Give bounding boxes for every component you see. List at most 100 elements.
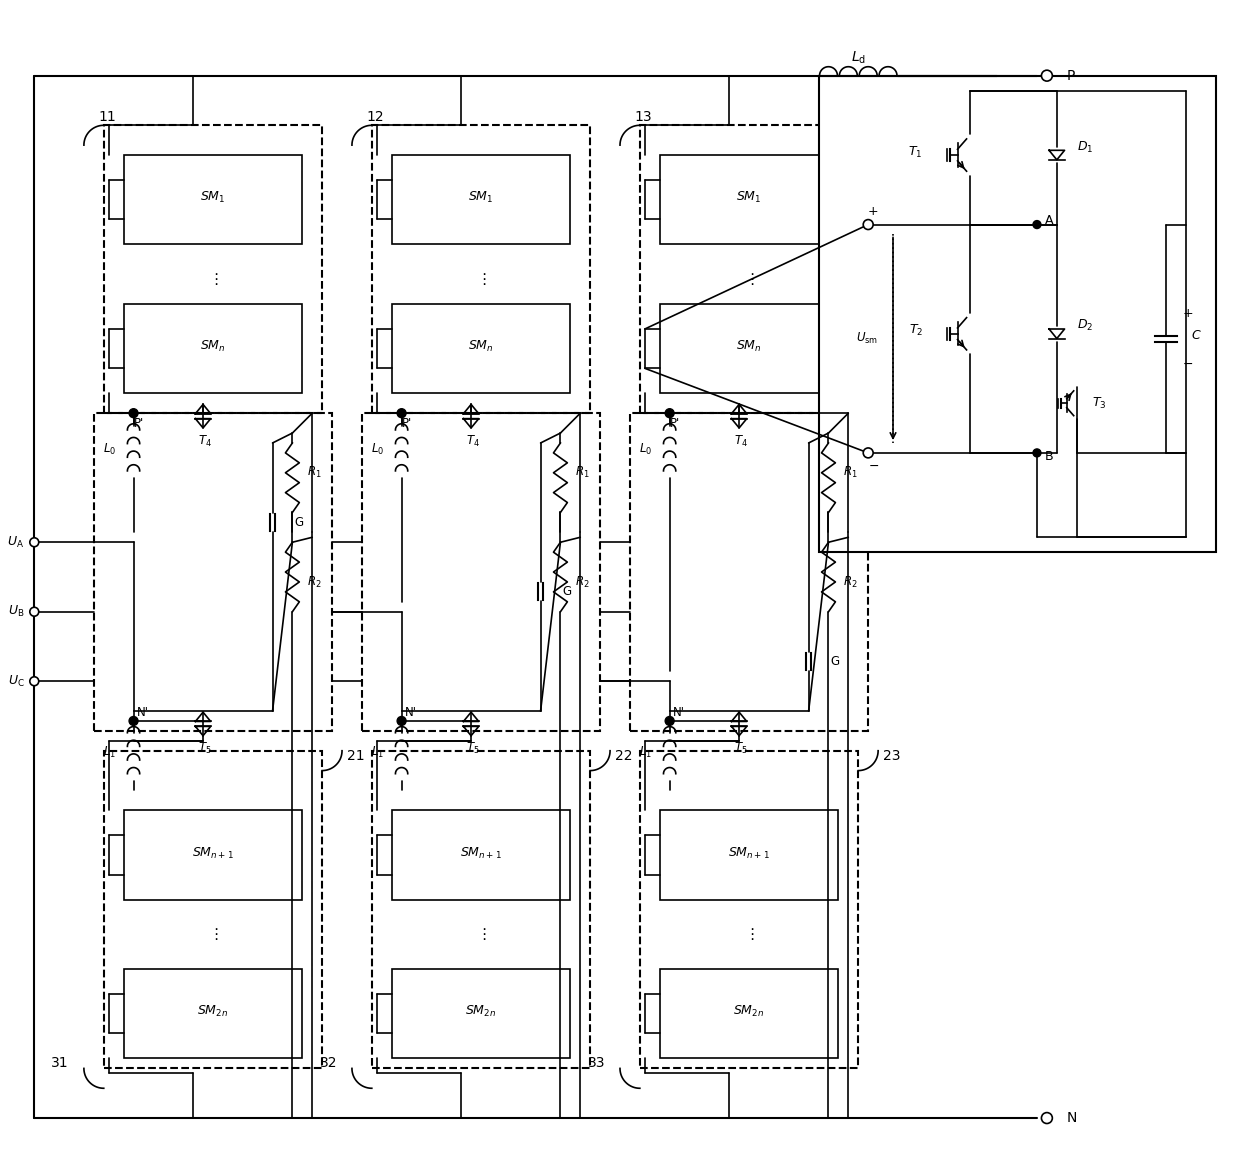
Bar [392,810,570,900]
Bar [104,751,322,1068]
Text: $T_4$: $T_4$ [466,433,480,448]
Text: P: P [1066,69,1075,83]
Text: $D_1$: $D_1$ [1076,139,1092,154]
Text: $SM_{2n}$: $SM_{2n}$ [197,1005,228,1020]
Bar [640,126,858,414]
Circle shape [30,538,38,547]
Bar [660,304,838,393]
Text: A: A [1045,214,1054,227]
Text: 12: 12 [367,111,384,124]
Circle shape [1033,220,1040,228]
Text: $R_1$: $R_1$ [308,465,322,480]
Text: $R_1$: $R_1$ [843,465,858,480]
Circle shape [129,409,138,418]
Text: $R_1$: $R_1$ [575,465,590,480]
Bar [660,969,838,1059]
Text: P': P' [134,417,144,430]
Text: $SM_n$: $SM_n$ [469,339,494,354]
Circle shape [665,409,675,418]
Circle shape [30,676,38,685]
Text: $L_0$: $L_0$ [103,442,115,457]
Bar [660,810,838,900]
Text: $T_3$: $T_3$ [1091,395,1106,411]
Text: $\vdots$: $\vdots$ [476,271,486,287]
Text: N: N [1066,1111,1078,1126]
Text: $SM_{n+1}$: $SM_{n+1}$ [192,846,234,861]
Bar [124,969,303,1059]
Text: $T_5$: $T_5$ [198,741,212,757]
Text: $SM_{2n}$: $SM_{2n}$ [465,1005,497,1020]
Text: P': P' [402,417,412,430]
Text: $SM_1$: $SM_1$ [200,190,226,205]
Text: $L_1$: $L_1$ [103,745,115,760]
Text: $SM_n$: $SM_n$ [737,339,761,354]
Text: $\vdots$: $\vdots$ [476,926,486,942]
Text: $T_4$: $T_4$ [734,433,748,448]
Bar [640,751,858,1068]
Text: $L_1$: $L_1$ [639,745,652,760]
Text: $L_0$: $L_0$ [371,442,383,457]
Text: G: G [563,585,572,598]
Text: $T_5$: $T_5$ [734,741,748,757]
Bar [124,156,303,244]
Circle shape [863,448,873,457]
Text: $L_1$: $L_1$ [371,745,383,760]
Text: $SM_{2n}$: $SM_{2n}$ [733,1005,765,1020]
Text: N': N' [672,705,684,719]
Text: $D_2$: $D_2$ [1076,318,1092,333]
Text: 22: 22 [615,749,632,763]
Text: N': N' [404,705,417,719]
Text: $R_2$: $R_2$ [308,575,322,590]
Circle shape [1042,1113,1053,1123]
Text: N': N' [136,705,149,719]
Text: 33: 33 [588,1056,605,1070]
Text: $-$: $-$ [1182,357,1193,370]
Text: $U_{\rm B}$: $U_{\rm B}$ [7,604,25,620]
Circle shape [397,409,405,418]
Bar [660,156,838,244]
Text: $\vdots$: $\vdots$ [208,926,218,942]
Circle shape [863,220,873,229]
Text: $T_2$: $T_2$ [909,324,923,339]
Circle shape [30,607,38,616]
Text: 31: 31 [51,1056,69,1070]
Bar [104,126,322,414]
Circle shape [1033,449,1040,457]
Text: $U_{\rm A}$: $U_{\rm A}$ [7,535,25,550]
Text: 23: 23 [883,749,900,763]
Bar [372,126,590,414]
Text: $T_5$: $T_5$ [466,741,480,757]
Text: $R_2$: $R_2$ [843,575,858,590]
Bar [818,76,1215,552]
Text: $SM_1$: $SM_1$ [469,190,494,205]
Text: B: B [1045,450,1054,463]
Circle shape [129,717,138,726]
Bar [392,156,570,244]
Text: $\vdots$: $\vdots$ [208,271,218,287]
Bar [372,751,590,1068]
Bar [392,304,570,393]
Text: 21: 21 [347,749,365,763]
Bar [124,810,303,900]
Text: P': P' [670,417,680,430]
Text: $-$: $-$ [868,460,879,472]
Text: $\vdots$: $\vdots$ [744,926,754,942]
Bar [392,969,570,1059]
Text: $SM_{n+1}$: $SM_{n+1}$ [460,846,502,861]
Text: $C$: $C$ [1190,329,1202,342]
Circle shape [665,717,675,726]
Text: $U_{\rm C}$: $U_{\rm C}$ [7,674,25,689]
Bar [94,414,332,730]
Bar [124,304,303,393]
Text: $\vdots$: $\vdots$ [744,271,754,287]
Text: $SM_1$: $SM_1$ [737,190,761,205]
Text: $T_1$: $T_1$ [909,144,923,160]
Text: $T_4$: $T_4$ [198,433,212,448]
Text: $L_{\rm d}$: $L_{\rm d}$ [851,50,866,66]
Text: +: + [1183,308,1193,320]
Text: 11: 11 [99,111,117,124]
Text: $SM_{n+1}$: $SM_{n+1}$ [728,846,770,861]
Text: 13: 13 [635,111,652,124]
Text: $L_0$: $L_0$ [639,442,652,457]
Circle shape [397,717,405,726]
